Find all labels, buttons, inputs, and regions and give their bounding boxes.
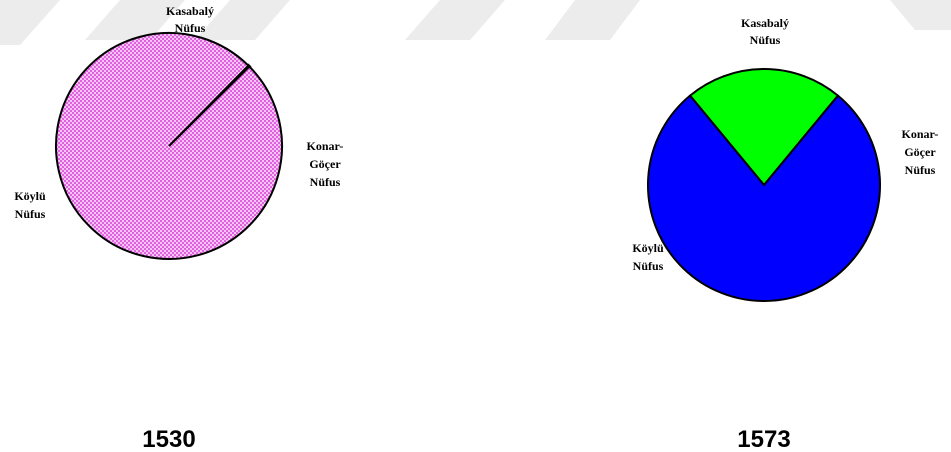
chart-year-title: 1573 bbox=[737, 426, 790, 452]
pie-label-k-yl-n-fus: Köylü Nüfus bbox=[632, 241, 664, 273]
pie-chart-1530: Kasabalý Nüfus Konar-Göçer Nüfus Köylü Nüfus 1… bbox=[14, 4, 343, 452]
pie-label-konar-g-er-n-fus: Konar-Göçer Nüfus bbox=[307, 139, 344, 189]
pie-slice-k-yl-n-fus bbox=[647, 94, 881, 302]
background-watermark bbox=[0, 0, 951, 45]
pie-label-kasabal-n-fus: Kasabalý Nüfus bbox=[166, 4, 214, 35]
chart-year-title: 1530 bbox=[142, 426, 195, 452]
pie-label-kasabal-n-fus: Kasabalý Nüfus bbox=[741, 16, 789, 47]
pie-chart-1573: Kasabalý Nüfus Konar-Göçer Nüfus Köylü Nüfus 1… bbox=[632, 16, 938, 452]
pie-slice-k-yl-n-fus bbox=[55, 32, 284, 261]
pie-label-k-yl-n-fus: Köylü Nüfus bbox=[14, 189, 46, 221]
pie-slice-kasabal-n-fus bbox=[688, 68, 840, 187]
pie-label-konar-g-er-n-fus: Konar-Göçer Nüfus bbox=[902, 127, 939, 177]
